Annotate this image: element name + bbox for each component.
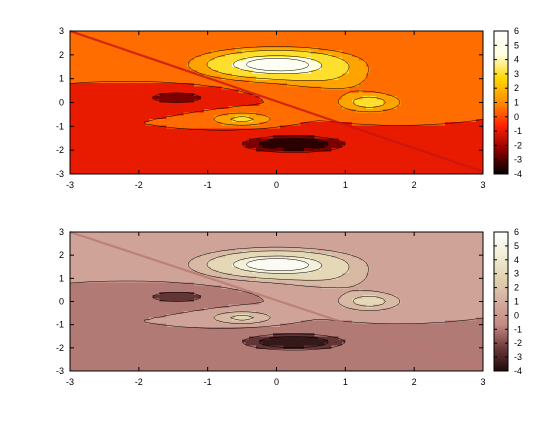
y-tick-label: -1	[56, 121, 64, 131]
colorbar-tick-label: 1	[514, 98, 519, 108]
colorbar-tick-label: -4	[514, 366, 522, 376]
y-tick-label: 3	[59, 26, 64, 36]
y-tick-label: -3	[56, 366, 64, 376]
colorbar-tick-label: 3	[514, 269, 519, 279]
y-tick-label: 2	[59, 50, 64, 60]
x-tick-label: 2	[412, 377, 417, 387]
x-tick-label: -2	[135, 377, 143, 387]
colorbar-tick-label: -2	[514, 140, 522, 150]
x-tick-label: 1	[343, 377, 348, 387]
y-tick-label: 3	[59, 227, 64, 237]
x-tick-label: 1	[343, 180, 348, 190]
colorbar-tick-label: 1	[514, 297, 519, 307]
colorbar-tick-label: -1	[514, 324, 522, 334]
y-tick-label: 0	[59, 297, 64, 307]
x-tick-label: -2	[135, 180, 143, 190]
colorbar: -4 -3 -2 -1 0 1 2 3 4 5 6	[494, 227, 522, 376]
colorbar-tick-label: -2	[514, 338, 522, 348]
colorbar-tick-label: 5	[514, 40, 519, 50]
y-tick-label: 0	[59, 98, 64, 108]
x-tick-label: -3	[66, 377, 74, 387]
x-tick-label: -3	[66, 180, 74, 190]
panel-1: -3 -2 -1 0 1 2 3 -3 -2 -1 0 1 2 3 -4 -3 -2 -1 0 1 2 3 4 5 6	[56, 26, 522, 190]
y-tick-label: -2	[56, 145, 64, 155]
y-tick-label: 2	[59, 250, 64, 260]
colorbar-tick-label: 5	[514, 241, 519, 251]
colorbar-tick-label: 4	[514, 255, 519, 265]
x-tick-label: 0	[274, 377, 279, 387]
colorbar-tick-label: 6	[514, 26, 519, 36]
colorbar-tick-label: 2	[514, 283, 519, 293]
x-tick-label: 3	[480, 377, 485, 387]
x-tick-label: 2	[412, 180, 417, 190]
x-tick-label: 3	[480, 180, 485, 190]
colorbar-tick-label: -3	[514, 352, 522, 362]
x-tick-label: -1	[204, 377, 212, 387]
y-tick-label: -3	[56, 169, 64, 179]
y-tick-label: -1	[56, 320, 64, 330]
y-tick-label: 1	[59, 273, 64, 283]
colorbar-tick-label: 2	[514, 83, 519, 93]
panel-2: -3 -2 -1 0 1 2 3 -3 -2 -1 0 1 2 3 -4 -3 -2 -1 0 1 2 3 4 5 6	[56, 227, 522, 387]
colorbar-tick-label: 0	[514, 112, 519, 122]
colorbar-tick-label: 0	[514, 310, 519, 320]
colorbar-tick-label: 4	[514, 55, 519, 65]
colorbar-tick-label: -4	[514, 169, 522, 179]
x-tick-label: -1	[204, 180, 212, 190]
colorbar-tick-label: -1	[514, 126, 522, 136]
x-tick-label: 0	[274, 180, 279, 190]
y-tick-label: 1	[59, 74, 64, 84]
colorbar-tick-label: -3	[514, 155, 522, 165]
colorbar-tick-label: 6	[514, 227, 519, 237]
y-tick-label: -2	[56, 343, 64, 353]
colorbar: -4 -3 -2 -1 0 1 2 3 4 5 6	[494, 26, 522, 179]
colorbar-tick-label: 3	[514, 69, 519, 79]
